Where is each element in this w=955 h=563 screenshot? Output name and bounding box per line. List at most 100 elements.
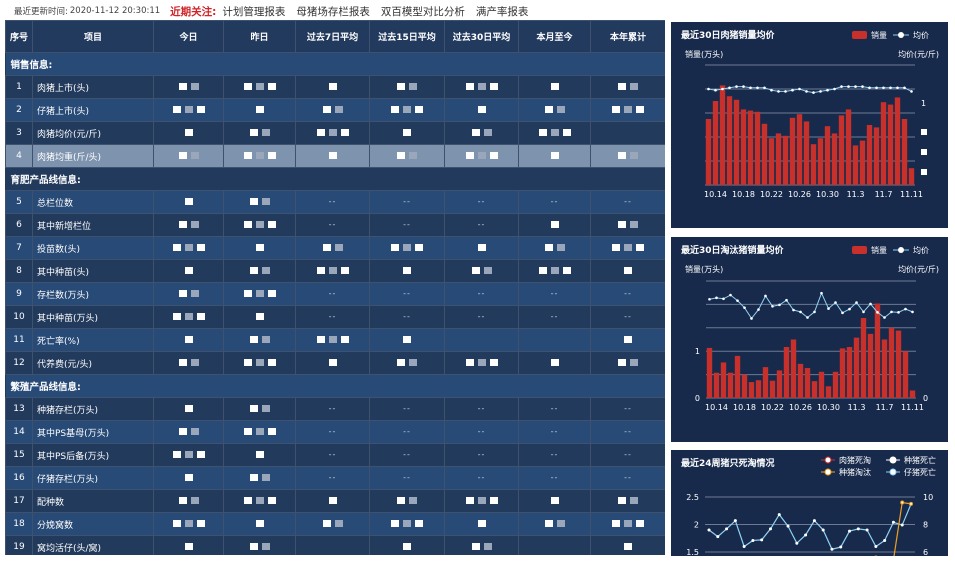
price-point (812, 91, 815, 94)
bar (782, 135, 789, 185)
link-full-rate-report[interactable]: 满产率报表 (475, 5, 529, 18)
row-number: 18 (5, 512, 33, 536)
price-point (708, 297, 711, 301)
table-cell (518, 535, 591, 555)
table-cell: -- (295, 466, 370, 490)
price-point (813, 310, 816, 314)
table-cell (518, 328, 591, 352)
masked-value (415, 520, 423, 527)
table-row[interactable]: 19 窝均活仔(头/窝) (5, 535, 665, 555)
bar (832, 371, 839, 398)
price-point (798, 87, 801, 91)
piglet-mortality-point (830, 547, 834, 551)
masked-value (415, 244, 423, 251)
masked-value (409, 359, 417, 366)
table-cell (223, 305, 296, 329)
price-point (805, 90, 808, 93)
column-header: 今日 (153, 20, 224, 53)
cell-value: -- (403, 404, 411, 413)
table-row[interactable]: 10 其中种苗(万头) -- -- -- -- -- (5, 305, 665, 329)
bar (838, 115, 845, 185)
masked-value (328, 129, 337, 136)
masked-value (624, 520, 632, 527)
link-sow-farm-report[interactable]: 母猪场存栏报表 (296, 5, 370, 18)
price-point (806, 316, 809, 319)
table-cell: -- (518, 420, 591, 444)
table-row[interactable]: 18 分娩窝数 (5, 512, 665, 536)
y2-axis-title: 均价(元/斤) (898, 49, 939, 59)
cell-value: -- (477, 473, 486, 482)
table-cell (444, 144, 519, 168)
masked-value (190, 359, 199, 366)
piglet-mortality-point (821, 528, 825, 532)
table-row[interactable]: 2 仔猪上市(头) (5, 98, 665, 122)
masked-value (196, 106, 205, 113)
table-row[interactable]: 12 代养费(元/头) (5, 351, 665, 375)
masked-value (267, 290, 276, 297)
masked-value (403, 336, 411, 343)
row-item: 窝均活仔(头/窝) (32, 535, 154, 555)
table-cell (223, 75, 296, 99)
piglet-mortality-point (812, 519, 816, 523)
table-cell: -- (295, 305, 370, 329)
cell-value: -- (624, 450, 632, 459)
table-cell (153, 236, 224, 260)
table-cell (444, 512, 519, 536)
cell-value: -- (550, 473, 559, 482)
masked-value (261, 474, 270, 481)
link-plan-report[interactable]: 计划管理报表 (222, 5, 286, 18)
table-row[interactable]: 3 肉猪均价(元/斤) (5, 121, 665, 145)
table-row[interactable]: 4 肉猪均重(斤/头) (5, 144, 665, 168)
piglet-mortality-point (883, 538, 887, 542)
cell-value: -- (624, 404, 632, 413)
price-point (771, 304, 774, 308)
masked-value (618, 359, 626, 366)
table-cell (153, 144, 224, 168)
table-row[interactable]: 6 其中新增栏位 -- -- -- (5, 213, 665, 237)
table-row[interactable]: 1 肉猪上市(头) (5, 75, 665, 99)
masked-value (255, 428, 264, 435)
bar (894, 97, 901, 185)
bar (775, 133, 782, 185)
price-point (875, 86, 878, 90)
masked-value (409, 83, 417, 90)
table-row[interactable]: 11 死亡率(%) (5, 328, 665, 352)
masked-value (544, 106, 553, 113)
masked-value (178, 359, 187, 366)
table-row[interactable]: 15 其中PS后备(万头) -- -- -- -- -- (5, 443, 665, 467)
table-cell (369, 98, 445, 122)
bar (762, 367, 769, 398)
y-tick-label: 2 (694, 521, 699, 530)
legend-label: 均价 (913, 245, 929, 255)
table-cell (518, 144, 591, 168)
link-model-compare[interactable]: 双百模型对比分析 (380, 5, 465, 18)
table-row[interactable]: 13 种猪存栏(万头) -- -- -- -- -- (5, 397, 665, 421)
legend-marker (824, 456, 832, 464)
table-row[interactable]: 7 投苗数(头) (5, 236, 665, 260)
table-row[interactable]: 16 仔猪存栏(万头) -- -- -- -- -- (5, 466, 665, 490)
table-cell (223, 98, 296, 122)
table-row[interactable]: 5 总栏位数 -- -- -- -- -- (5, 190, 665, 214)
x-tick-label: 10.30 (817, 403, 840, 412)
price-point (904, 307, 907, 311)
bar (790, 339, 797, 398)
table-cell: -- (295, 397, 370, 421)
chart-title: 最近24周猪只死淘情况 (681, 457, 775, 469)
bar (797, 363, 804, 398)
masked-tick (921, 129, 927, 135)
table-row[interactable]: 14 其中PS基母(万头) -- -- -- -- -- (5, 420, 665, 444)
table-cell (369, 259, 445, 283)
table-row[interactable]: 8 其中种苗(头) (5, 259, 665, 283)
piglet-mortality-point (751, 538, 755, 542)
masked-value (184, 244, 193, 251)
price-point (777, 90, 780, 93)
row-number: 9 (5, 282, 33, 306)
table-row[interactable]: 9 存栏数(万头) -- -- -- -- -- (5, 282, 665, 306)
table-cell (153, 282, 224, 306)
table-cell: -- (369, 282, 445, 306)
table-cell (153, 213, 224, 237)
chart-fattening-sales-panel: 最近30日肉猪销量均价 销量 均价 销量(万头) 均价(元/斤) 10.14 10.18 10… (671, 22, 948, 228)
table-row[interactable]: 17 配种数 (5, 489, 665, 513)
